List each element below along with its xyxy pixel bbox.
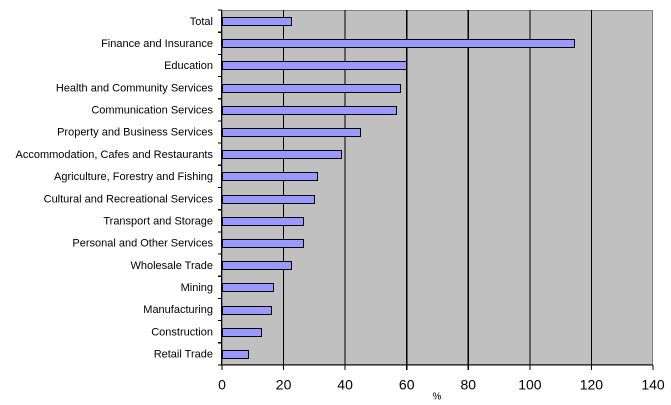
svg-text:Cultural and Recreational Serv: Cultural and Recreational Services <box>44 193 214 205</box>
svg-text:Finance and Insurance: Finance and Insurance <box>101 38 213 50</box>
svg-text:Property and Business Services: Property and Business Services <box>57 127 213 139</box>
svg-text:40: 40 <box>337 377 353 393</box>
svg-text:80: 80 <box>461 377 477 393</box>
svg-text:Communication Services: Communication Services <box>91 105 213 117</box>
svg-text:Accommodation, Cafes and Resta: Accommodation, Cafes and Restaurants <box>16 149 214 161</box>
svg-text:0: 0 <box>218 377 226 393</box>
svg-text:Education: Education <box>164 60 213 72</box>
svg-text:Construction: Construction <box>151 326 213 338</box>
svg-text:60: 60 <box>399 377 415 393</box>
svg-text:Manufacturing: Manufacturing <box>143 304 213 316</box>
svg-text:Agriculture, Forestry and Fish: Agriculture, Forestry and Fishing <box>54 171 213 183</box>
svg-text:Retail Trade: Retail Trade <box>154 349 213 361</box>
svg-text:Personal and Other Services: Personal and Other Services <box>72 238 213 250</box>
svg-text:100: 100 <box>518 377 542 393</box>
svg-text:140: 140 <box>641 377 665 393</box>
svg-text:Mining: Mining <box>181 282 213 294</box>
svg-text:Wholesale Trade: Wholesale Trade <box>130 260 213 272</box>
svg-text:20: 20 <box>276 377 292 393</box>
svg-text:Total: Total <box>190 16 213 28</box>
svg-text:%: % <box>433 391 442 402</box>
svg-text:120: 120 <box>580 377 604 393</box>
svg-text:Transport and Storage: Transport and Storage <box>103 215 213 227</box>
svg-text:Health and Community Services: Health and Community Services <box>56 82 214 94</box>
